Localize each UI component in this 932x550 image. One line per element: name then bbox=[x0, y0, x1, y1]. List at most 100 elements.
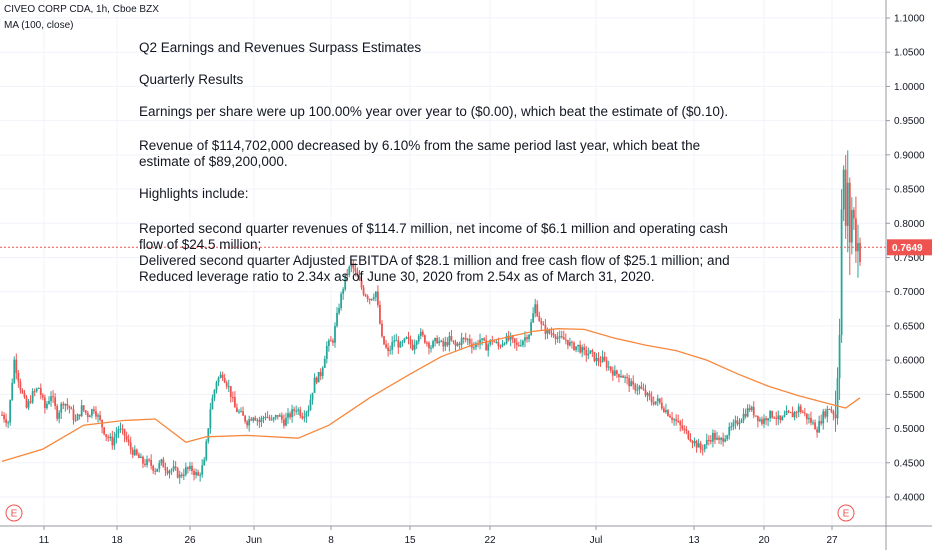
y-tick-label: 1.1000 bbox=[894, 14, 925, 25]
candle-body-down bbox=[99, 415, 101, 420]
candle-body-down bbox=[573, 342, 575, 350]
candle-body-up bbox=[195, 472, 197, 475]
x-axis[interactable]: 11 18 26 Jun 8 15 22 Jul 13 20 27 bbox=[39, 526, 838, 546]
candle-body-down bbox=[409, 339, 412, 345]
candle-body-down bbox=[25, 397, 28, 408]
candle-body-down bbox=[834, 414, 837, 419]
candle-body-down bbox=[824, 411, 827, 417]
candle-body-up bbox=[391, 342, 394, 350]
candle-body-up bbox=[728, 426, 731, 436]
candle-body-up bbox=[413, 344, 416, 350]
ma-legend[interactable]: MA (100, close) bbox=[4, 20, 74, 31]
candle-body-down bbox=[442, 340, 445, 347]
candle-body-up bbox=[417, 335, 420, 342]
note-subtitle: Quarterly Results bbox=[139, 72, 244, 87]
candle-body-up bbox=[460, 337, 463, 345]
y-axis[interactable]: 0.4000 0.4500 0.5000 0.5500 0.6000 0.6500 0.70… bbox=[886, 14, 925, 504]
candle-body-down bbox=[407, 337, 410, 340]
x-tick-label: Jun bbox=[246, 535, 262, 546]
symbol-legend[interactable]: CIVEO CORP CDA, 1h, Cboe BZX bbox=[4, 4, 159, 15]
candle-body-up bbox=[395, 340, 398, 342]
x-tick-label: 13 bbox=[688, 535, 700, 546]
candle-body-down bbox=[779, 415, 782, 421]
candle-body-up bbox=[840, 209, 843, 335]
candle-body-up bbox=[219, 374, 222, 378]
candle-body-down bbox=[554, 335, 557, 340]
candle-body-down bbox=[799, 406, 802, 412]
candle-body-down bbox=[180, 474, 183, 477]
candle-body-down bbox=[707, 439, 710, 441]
candle-body-up bbox=[716, 437, 718, 440]
candle-body-down bbox=[677, 420, 680, 422]
candle-body-up bbox=[11, 382, 14, 400]
candle-body-down bbox=[95, 411, 97, 417]
earnings-marker[interactable]: E bbox=[5, 504, 23, 522]
candle-body-up bbox=[209, 409, 212, 429]
candle-body-up bbox=[199, 474, 202, 476]
candle-body-down bbox=[795, 411, 798, 413]
candle-body-down bbox=[174, 466, 177, 469]
candle-body-up bbox=[732, 422, 735, 427]
candle-body-up bbox=[589, 350, 592, 354]
candle-body-down bbox=[648, 393, 651, 397]
candle-body-up bbox=[793, 411, 796, 418]
candle-body-up bbox=[307, 410, 310, 413]
candle-body-up bbox=[291, 409, 293, 418]
candle-body-down bbox=[15, 359, 18, 373]
candle-body-up bbox=[336, 312, 338, 327]
y-tick-label: 0.9500 bbox=[894, 116, 925, 127]
candle-body-down bbox=[689, 438, 692, 442]
candle-body-up bbox=[97, 415, 99, 417]
candle-body-down bbox=[464, 338, 467, 340]
candle-body-down bbox=[379, 304, 381, 324]
earnings-marker[interactable]: E bbox=[837, 504, 855, 522]
candle-body-up bbox=[113, 437, 116, 446]
candle-body-down bbox=[787, 411, 790, 413]
candle-body-down bbox=[368, 299, 371, 301]
candle-body-down bbox=[591, 350, 594, 352]
candle-body-up bbox=[189, 465, 191, 469]
x-tick-label: 15 bbox=[404, 535, 416, 546]
candle-body-up bbox=[348, 266, 351, 275]
candle-body-down bbox=[268, 417, 271, 420]
candle-body-up bbox=[797, 406, 800, 413]
candle-body-down bbox=[276, 415, 279, 417]
candle-body-down bbox=[387, 347, 389, 351]
candle-body-down bbox=[236, 407, 238, 412]
candle-body-down bbox=[23, 392, 26, 398]
candle-body-down bbox=[244, 415, 246, 422]
candle-body-down bbox=[756, 415, 759, 421]
candle-body-down bbox=[820, 421, 823, 424]
candle-body-up bbox=[178, 474, 181, 478]
candle-body-up bbox=[712, 432, 714, 442]
candle-body-down bbox=[744, 413, 747, 417]
candle-body-down bbox=[360, 280, 363, 288]
note-highlights: Highlights include: bbox=[139, 186, 249, 201]
candle-body-down bbox=[176, 468, 179, 478]
candle-body-down bbox=[421, 331, 424, 336]
candle-body-up bbox=[613, 370, 616, 376]
candle-body-down bbox=[123, 429, 126, 436]
candle-body-up bbox=[313, 377, 316, 393]
candle-body-up bbox=[342, 289, 345, 294]
candle-body-down bbox=[685, 429, 688, 431]
candle-body-up bbox=[264, 416, 267, 418]
y-tick-label: 1.0000 bbox=[894, 82, 925, 93]
candle-body-down bbox=[599, 361, 602, 363]
candle-body-up bbox=[76, 414, 79, 421]
candle-body-down bbox=[21, 390, 24, 393]
y-tick-label: 0.8000 bbox=[894, 219, 925, 230]
candle-body-up bbox=[473, 347, 475, 349]
candle-body-up bbox=[278, 415, 281, 417]
candle-body-down bbox=[801, 411, 804, 413]
candle-body-up bbox=[256, 420, 259, 422]
candle-body-down bbox=[832, 411, 835, 415]
candle-body-down bbox=[74, 420, 77, 422]
candle-body-up bbox=[260, 418, 263, 423]
candle-body-up bbox=[826, 409, 829, 417]
candle-body-down bbox=[511, 335, 514, 339]
candle-body-up bbox=[325, 345, 328, 359]
candle-body-down bbox=[603, 356, 606, 361]
